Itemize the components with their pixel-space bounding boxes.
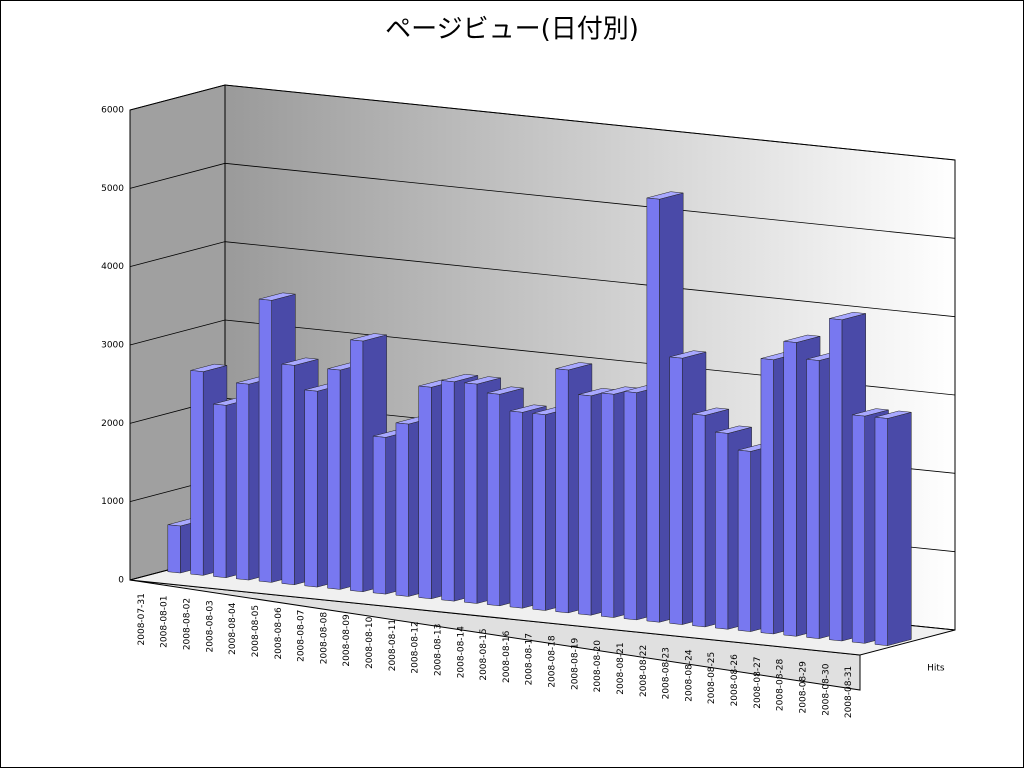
x-tick-label: 2008-08-15 — [479, 628, 489, 680]
bar — [350, 339, 364, 593]
grid-line — [129, 162, 956, 239]
chart-title: ページビュー(日付別) — [385, 15, 639, 45]
bar — [190, 370, 204, 576]
bar — [418, 385, 432, 600]
y-tick-label: 1000 — [101, 497, 124, 507]
bar — [213, 403, 227, 578]
x-tick-label: 2008-08-11 — [388, 619, 398, 671]
x-tick-label: 2008-08-26 — [730, 654, 740, 707]
series-label: Hits — [927, 664, 945, 674]
grid-line — [129, 241, 956, 318]
x-tick-label: 2008-08-28 — [776, 659, 786, 712]
x-tick-label: 2008-08-20 — [593, 640, 603, 693]
bar — [829, 318, 843, 642]
bar — [167, 524, 181, 574]
bar — [783, 340, 797, 637]
x-tick-label: 2008-08-16 — [502, 630, 512, 683]
x-tick-label: 2008-07-31 — [137, 593, 147, 645]
bar — [327, 368, 341, 590]
x-tick-label: 2008-08-01 — [160, 596, 170, 648]
bar — [874, 416, 888, 646]
bar — [806, 358, 820, 639]
bar — [236, 382, 250, 581]
bar — [851, 414, 865, 644]
bar — [464, 382, 478, 604]
y-tick-label: 0 — [118, 576, 124, 586]
x-tick-label: 2008-08-09 — [342, 614, 352, 667]
x-tick-label: 2008-08-07 — [297, 610, 307, 662]
x-tick-label: 2008-08-10 — [365, 616, 375, 669]
bar — [692, 413, 706, 628]
x-tick-label: 2008-08-24 — [684, 649, 694, 702]
x-tick-label: 2008-08-02 — [183, 598, 193, 650]
bar — [441, 380, 455, 602]
bar — [737, 449, 751, 632]
bar — [578, 394, 592, 616]
x-tick-label: 2008-08-05 — [251, 605, 261, 657]
bar — [669, 356, 683, 625]
x-tick-label: 2008-08-17 — [525, 633, 535, 685]
x-tick-label: 2008-08-12 — [411, 621, 421, 673]
x-tick-label: 2008-08-08 — [319, 612, 329, 665]
bar — [258, 298, 272, 583]
bar — [555, 368, 569, 614]
y-tick-label: 4000 — [101, 262, 124, 272]
x-tick-label: 2008-08-19 — [570, 637, 580, 690]
bar — [486, 392, 500, 607]
bar — [623, 391, 637, 621]
bar — [304, 389, 318, 588]
x-tick-label: 2008-08-23 — [662, 647, 672, 699]
y-tick-label: 2000 — [101, 419, 124, 429]
x-tick-label: 2008-08-13 — [433, 624, 443, 676]
bar — [372, 435, 386, 595]
bar — [646, 197, 660, 623]
bar — [281, 363, 295, 586]
bar-side — [887, 411, 912, 646]
x-tick-label: 2008-08-27 — [753, 656, 763, 708]
grid-line — [129, 319, 956, 396]
x-tick-label: 2008-08-18 — [548, 635, 558, 688]
x-tick-label: 2008-08-22 — [639, 645, 649, 697]
x-tick-label: 2008-08-30 — [821, 663, 831, 716]
y-tick-label: 3000 — [101, 341, 124, 351]
x-tick-label: 2008-08-04 — [228, 602, 238, 655]
x-tick-label: 2008-08-06 — [274, 607, 284, 660]
x-tick-label: 2008-08-25 — [707, 652, 717, 704]
y-tick-label: 6000 — [101, 106, 124, 116]
bar — [601, 392, 615, 618]
x-tick-label: 2008-08-14 — [456, 626, 466, 679]
bar — [532, 413, 546, 611]
bar — [715, 431, 729, 630]
bar — [760, 358, 774, 635]
bar — [395, 422, 409, 597]
x-tick-label: 2008-08-29 — [798, 661, 808, 714]
x-tick-label: 2008-08-21 — [616, 642, 626, 694]
bar — [509, 410, 523, 609]
y-tick-label: 5000 — [101, 184, 124, 194]
grid-line — [129, 84, 956, 161]
x-tick-label: 2008-08-31 — [844, 666, 854, 718]
x-tick-label: 2008-08-03 — [205, 600, 215, 652]
